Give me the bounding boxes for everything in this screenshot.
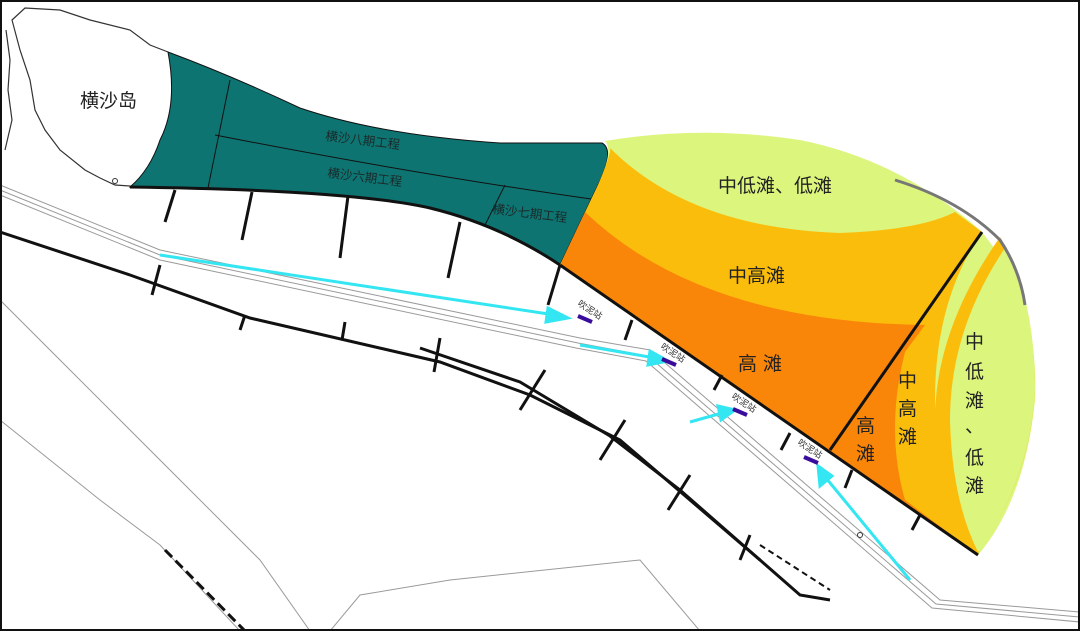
island-outline bbox=[4, 7, 169, 187]
dikes bbox=[2, 189, 922, 602]
marker-point bbox=[112, 178, 118, 184]
seawall-south bbox=[559, 263, 979, 557]
dredge-arrows bbox=[159, 253, 912, 581]
marker-point bbox=[857, 532, 863, 538]
planned-dike-2 bbox=[163, 548, 246, 629]
zone-label-mid-high: 中高滩 bbox=[728, 265, 785, 287]
char: 、 bbox=[965, 415, 984, 437]
station-1: 吹泥站 bbox=[575, 297, 605, 324]
zone-label-right-low: 中 低 滩 、 低 滩 bbox=[965, 331, 984, 497]
zone-label-high: 高 滩 bbox=[738, 353, 782, 375]
char: 滩 bbox=[898, 426, 917, 448]
char: 滩 bbox=[965, 475, 984, 497]
island-label: 横沙岛 bbox=[80, 90, 137, 112]
char: 滩 bbox=[856, 443, 875, 465]
char: 低 bbox=[965, 447, 984, 469]
zone-label-right-mid-high: 中 高 滩 bbox=[898, 370, 917, 448]
project-area bbox=[128, 51, 609, 266]
char: 高 bbox=[856, 415, 875, 437]
zone-right-low bbox=[950, 248, 1035, 552]
char: 高 bbox=[898, 398, 917, 420]
zone-high-flat bbox=[560, 212, 978, 555]
zone-label-right-high: 高 滩 bbox=[856, 415, 875, 465]
char: 滩 bbox=[965, 390, 984, 412]
project-dividers bbox=[207, 79, 599, 226]
char: 中 bbox=[965, 331, 984, 353]
channel-lines bbox=[2, 185, 1078, 629]
zone-label-low: 中低滩、低滩 bbox=[718, 175, 832, 197]
char: 低 bbox=[965, 361, 984, 383]
char: 中 bbox=[898, 370, 917, 392]
outer-edge bbox=[894, 178, 1027, 306]
seawall-north bbox=[129, 185, 561, 267]
planned-dike bbox=[759, 544, 831, 591]
zone-divider bbox=[828, 231, 984, 451]
